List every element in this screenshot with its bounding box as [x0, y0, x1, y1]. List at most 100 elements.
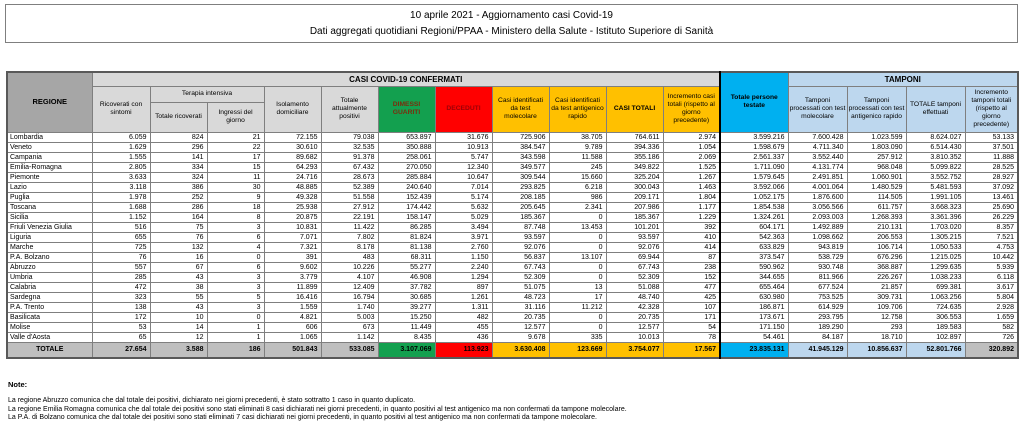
value-cell: 1.876.600 [787, 191, 848, 203]
value-cell: 3.599.216 [719, 131, 789, 143]
value-cell: 5.481.593 [905, 181, 966, 193]
value-cell: 164 [149, 211, 208, 223]
value-cell: 245 [548, 161, 607, 173]
value-cell: 611.757 [846, 201, 907, 213]
value-cell: 3.668.323 [905, 201, 966, 213]
value-cell: 270.050 [377, 161, 436, 173]
value-cell: 6.514.430 [905, 141, 966, 153]
value-cell: 7.014 [434, 181, 493, 193]
value-cell: 5.003 [320, 311, 379, 323]
value-cell: 414 [662, 241, 721, 253]
region-name: Veneto [6, 141, 93, 153]
table-row: Friuli Venezia Giulia 516 75 3 10.831 11.422 8… [6, 221, 1019, 233]
region-name: Toscana [6, 201, 93, 213]
value-cell: 764.611 [605, 131, 664, 143]
value-cell: 16 [149, 251, 208, 263]
value-cell: 206.553 [846, 231, 907, 243]
value-cell: 0 [548, 321, 607, 333]
value-cell: 76 [91, 251, 151, 263]
value-cell: 10.442 [964, 251, 1019, 263]
value-cell: 132 [149, 241, 208, 253]
value-cell: 52.309 [491, 271, 550, 283]
value-cell: 384.547 [491, 141, 550, 153]
region-name: P.A. Bolzano [6, 251, 93, 263]
value-cell: 8.435 [377, 331, 436, 343]
value-cell: 226.267 [846, 271, 907, 283]
value-cell: 3.107.069 [377, 341, 436, 358]
value-cell: 93.597 [491, 231, 550, 243]
value-cell: 17 [548, 291, 607, 303]
value-cell: 3 [206, 281, 265, 293]
value-cell: 48.723 [491, 291, 550, 303]
value-cell: 252 [149, 191, 208, 203]
value-cell: 6.118 [964, 271, 1019, 283]
value-cell: 725 [91, 241, 151, 253]
value-cell: 12.409 [320, 281, 379, 293]
region-name: Lombardia [6, 131, 93, 143]
column-header-casi-molecolare: Casi identificati da test molecolare [491, 85, 550, 133]
value-cell: 968.048 [846, 161, 907, 173]
table-row: P.A. Bolzano 76 16 0 391 483 68.311 1.150 56.837… [6, 251, 1019, 263]
value-cell: 344.655 [719, 271, 789, 283]
value-cell: 17 [206, 151, 265, 163]
value-cell: 72.155 [263, 131, 322, 143]
value-cell: 87 [662, 251, 721, 263]
value-cell: 0 [548, 211, 607, 223]
region-name: Basilicata [6, 311, 93, 323]
covid-data-table: REGIONE CASI COVID-19 CONFERMATI Totale … [6, 71, 1019, 359]
value-cell: 410 [662, 231, 721, 243]
value-cell: 114.505 [846, 191, 907, 203]
value-cell: 373.547 [719, 251, 789, 263]
region-name: Liguria [6, 231, 93, 243]
value-cell: 3.617 [964, 281, 1019, 293]
value-cell: 1.299.635 [905, 261, 966, 273]
value-cell: 1.311 [434, 301, 493, 313]
table-row: Veneto 1.629 296 22 30.610 32.535 350.888 10.91… [6, 141, 1019, 153]
value-cell: 533.085 [320, 341, 379, 358]
table-row: Puglia 1.978 252 9 49.328 51.558 152.439 5.174 2… [6, 191, 1019, 203]
value-cell: 2.805 [91, 161, 151, 173]
value-cell: 78 [662, 331, 721, 343]
value-cell: 240.640 [377, 181, 436, 193]
value-cell: 606 [263, 321, 322, 333]
value-cell: 13.107 [548, 251, 607, 263]
value-cell: 3 [206, 301, 265, 313]
value-cell: 13.461 [964, 191, 1019, 203]
value-cell: 107 [662, 301, 721, 313]
value-cell: 22 [206, 141, 265, 153]
value-cell: 23.835.131 [719, 341, 789, 358]
value-cell: 1.854.538 [719, 201, 789, 213]
value-cell: 84.187 [787, 331, 848, 343]
value-cell: 12.577 [491, 321, 550, 333]
region-name: P.A. Trento [6, 301, 93, 313]
group-header-terapia-intensiva: Terapia intensiva [149, 85, 265, 103]
value-cell: 320.892 [964, 341, 1019, 358]
value-cell: 0 [548, 231, 607, 243]
value-cell: 1.050.533 [905, 241, 966, 253]
region-name: Campania [6, 151, 93, 163]
table-row: Sardegna 323 55 5 16.416 16.794 30.685 1.261 48.… [6, 291, 1019, 303]
value-cell: 18.710 [846, 331, 907, 343]
value-cell: 10.913 [434, 141, 493, 153]
value-cell: 1.803.090 [846, 141, 907, 153]
value-cell: 483 [320, 251, 379, 263]
table-row: Lombardia 6.059 824 21 72.155 79.038 653.897 31… [6, 131, 1019, 143]
value-cell: 633.829 [719, 241, 789, 253]
value-cell: 614.929 [787, 301, 848, 313]
value-cell: 32.535 [320, 141, 379, 153]
value-cell: 0 [548, 261, 607, 273]
value-cell: 1.023.599 [846, 131, 907, 143]
value-cell: 309.731 [846, 291, 907, 303]
value-cell: 28.525 [964, 161, 1019, 173]
value-cell: 52.801.766 [905, 341, 966, 358]
value-cell: 113.923 [434, 341, 493, 358]
value-cell: 46.908 [377, 271, 436, 283]
value-cell: 10.647 [434, 171, 493, 183]
value-cell: 1.261 [434, 291, 493, 303]
value-cell: 538.729 [787, 251, 848, 263]
value-cell: 171 [662, 311, 721, 323]
value-cell: 1.492.889 [787, 221, 848, 233]
value-cell: 4 [206, 241, 265, 253]
value-cell: 13 [548, 281, 607, 293]
value-cell: 30 [206, 181, 265, 193]
